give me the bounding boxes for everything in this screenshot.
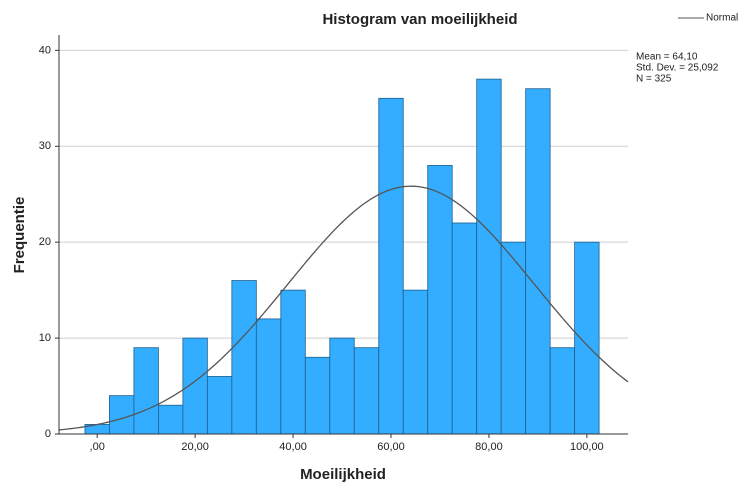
bar <box>329 337 355 435</box>
bar <box>525 88 551 435</box>
y-axis-label: Frequentie <box>11 197 28 274</box>
bar <box>353 347 380 435</box>
x-axis-label: Moeilijkheid <box>300 466 386 483</box>
stat-mean: Mean = 64,10 <box>636 52 698 63</box>
stat-n: N = 325 <box>636 74 672 85</box>
bar <box>476 78 502 435</box>
legend-label: Normal <box>706 13 738 24</box>
y-tick-label: 0 <box>45 428 51 440</box>
bar <box>378 97 404 435</box>
x-tick-label: ,00 <box>90 441 105 453</box>
x-tick-label: 100,00 <box>570 441 604 453</box>
bar <box>427 165 453 435</box>
bar <box>133 347 159 435</box>
y-tick-label: 10 <box>39 332 51 344</box>
x-tick-label: 20,00 <box>181 441 209 453</box>
y-tick-label: 40 <box>39 44 51 56</box>
y-tick-label: 20 <box>39 236 51 248</box>
bar <box>304 356 331 435</box>
bar <box>280 289 306 435</box>
bar <box>500 241 527 435</box>
y-tick-label: 30 <box>39 140 51 152</box>
bar <box>231 280 257 435</box>
bar <box>158 404 184 435</box>
bar <box>206 376 233 435</box>
stat-std-dev: Std. Dev. = 25,092 <box>636 63 719 74</box>
bar <box>451 222 478 435</box>
bar <box>402 289 429 435</box>
x-tick-label: 60,00 <box>377 441 405 453</box>
x-tick-label: 40,00 <box>279 441 307 453</box>
normal-curve <box>58 185 629 431</box>
x-tick-label: 80,00 <box>475 441 503 453</box>
bar <box>182 337 208 435</box>
chart-title: Histogram van moeilijkheid <box>322 11 517 28</box>
bar <box>109 395 135 435</box>
bar <box>574 241 600 435</box>
bar <box>549 347 576 435</box>
bar <box>255 318 282 435</box>
